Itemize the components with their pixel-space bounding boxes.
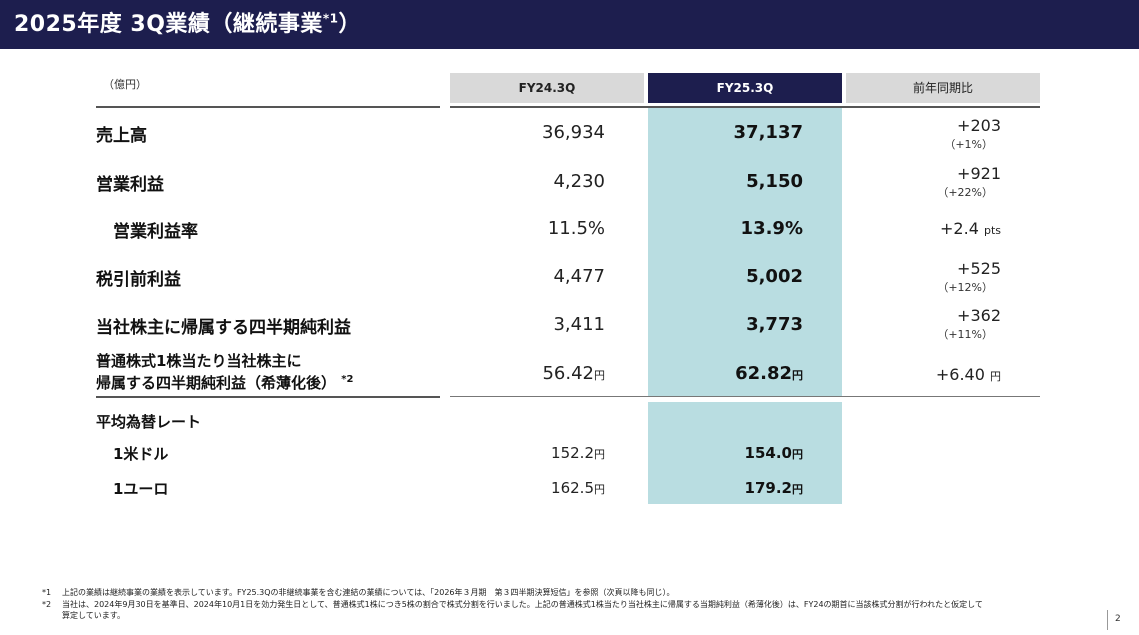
row-label: 売上高 <box>96 126 147 146</box>
row-label: 税引前利益 <box>96 270 181 290</box>
fy25-value: 179.2円 <box>744 479 803 497</box>
page-number: 2 <box>1115 614 1121 624</box>
yoy-diff: +362 <box>957 306 1001 325</box>
fy25-value: 3,773 <box>746 314 803 335</box>
fy24-value: 36,934 <box>542 122 605 143</box>
yoy-pct: （+1%） <box>944 138 993 151</box>
fy25-value: 13.9% <box>740 218 803 239</box>
yoy-pct: （+12%） <box>937 281 993 294</box>
row-label-line2: 帰属する四半期純利益（希薄化後） *2 <box>96 374 354 392</box>
mid-rule-right <box>450 396 1040 397</box>
row-label: 営業利益率 <box>113 222 198 242</box>
row-label: 1ユーロ <box>113 480 169 498</box>
row-label: 営業利益 <box>96 175 164 195</box>
fy24-value: 162.5円 <box>551 479 605 497</box>
fy24-value: 11.5% <box>547 218 605 239</box>
footnote: 算定しています。 <box>62 611 125 620</box>
fy24-value: 4,477 <box>553 266 605 287</box>
footnote: *2 当社は、2024年9月30日を基準日、2024年10月1日を効力発生日として… <box>42 600 983 609</box>
fy25-value: 37,137 <box>733 122 803 143</box>
fy24-value: 4,230 <box>553 171 605 192</box>
fy25-fx-highlight <box>648 402 842 504</box>
unit-label: （億円） <box>103 78 147 91</box>
header-rule-left <box>96 106 440 108</box>
fy24-value: 3,411 <box>553 314 605 335</box>
title-bar: 2025年度 3Q業績（継続事業*1） <box>0 0 1139 49</box>
yoy-diff: +203 <box>957 116 1001 135</box>
fy25-value: 154.0円 <box>744 444 803 462</box>
fy24-value: 152.2円 <box>551 444 605 462</box>
row-label: 1米ドル <box>113 445 169 463</box>
yoy-diff: +921 <box>957 164 1001 183</box>
fx-heading: 平均為替レート <box>96 413 202 431</box>
yoy-diff: +2.4 pts <box>940 219 1001 238</box>
fy25-highlight <box>648 108 842 396</box>
page-title: 2025年度 3Q業績（継続事業*1） <box>14 11 362 37</box>
header-yoy: 前年同期比 <box>846 73 1040 103</box>
fy25-value: 5,150 <box>746 171 803 192</box>
header-fy25: FY25.3Q <box>648 73 842 103</box>
mid-rule-left <box>96 396 440 398</box>
footnote: *1 上記の業績は継続事業の業績を表示しています。FY25.3Qの非継続事業を含む… <box>42 588 675 597</box>
yoy-pct: （+22%） <box>937 186 993 199</box>
yoy-diff: +6.40 円 <box>935 365 1001 384</box>
header-fy24: FY24.3Q <box>450 73 644 103</box>
fy24-value: 56.42円 <box>542 363 605 384</box>
yoy-pct: （+11%） <box>937 328 993 341</box>
row-label-line1: 普通株式1株当たり当社株主に <box>96 352 302 370</box>
fy25-value: 62.82円 <box>735 363 803 384</box>
row-label: 当社株主に帰属する四半期純利益 <box>96 318 351 338</box>
page-number-divider <box>1107 610 1108 630</box>
fy25-value: 5,002 <box>746 266 803 287</box>
header-rule-right <box>450 106 1040 108</box>
yoy-diff: +525 <box>957 259 1001 278</box>
